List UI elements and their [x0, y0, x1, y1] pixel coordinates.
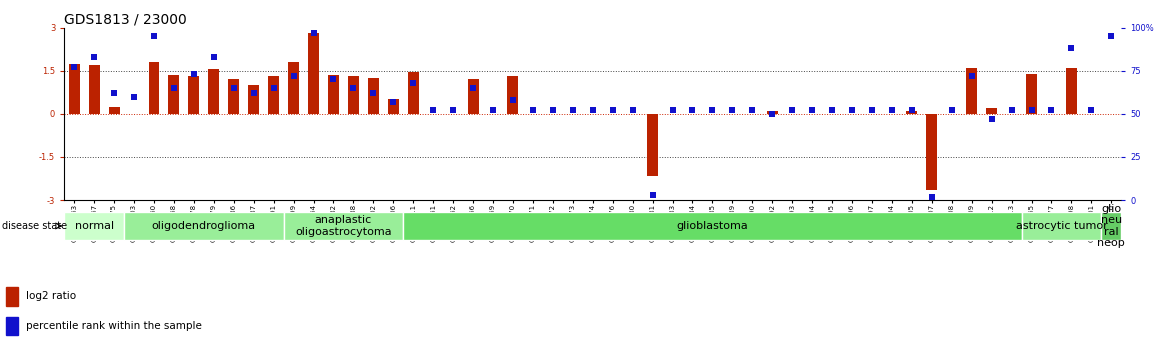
Text: glioblastoma: glioblastoma	[676, 221, 749, 231]
Point	[923, 194, 941, 199]
Bar	[388, 99, 398, 114]
Bar	[966, 68, 978, 114]
Bar	[288, 62, 299, 114]
Bar	[508, 77, 519, 114]
Point	[783, 108, 801, 113]
Point	[802, 108, 821, 113]
Point	[264, 85, 283, 91]
Point	[345, 85, 363, 91]
Point	[743, 108, 762, 113]
Point	[683, 108, 702, 113]
Bar	[647, 114, 658, 176]
Point	[1082, 108, 1100, 113]
Bar	[348, 77, 359, 114]
Point	[1101, 33, 1120, 39]
Point	[224, 85, 243, 91]
Point	[863, 108, 882, 113]
Text: anaplastic
oligoastrocytoma: anaplastic oligoastrocytoma	[296, 215, 391, 237]
Point	[424, 108, 443, 113]
Point	[563, 108, 582, 113]
Bar	[208, 69, 220, 114]
Bar	[109, 107, 119, 114]
Bar	[249, 85, 259, 114]
Bar	[6, 287, 18, 306]
Point	[1042, 108, 1061, 113]
Point	[1022, 108, 1041, 113]
Bar	[308, 33, 319, 114]
Bar	[926, 114, 937, 190]
Point	[1002, 108, 1021, 113]
Text: GDS1813 / 23000: GDS1813 / 23000	[64, 12, 187, 27]
Point	[464, 85, 482, 91]
Point	[723, 108, 742, 113]
Point	[165, 85, 183, 91]
Text: log2 ratio: log2 ratio	[26, 291, 76, 301]
Point	[903, 108, 922, 113]
Point	[185, 71, 203, 77]
Point	[523, 108, 542, 113]
Text: oligodendroglioma: oligodendroglioma	[152, 221, 256, 231]
Point	[85, 54, 104, 60]
Point	[822, 108, 841, 113]
Point	[1062, 46, 1080, 51]
Bar	[986, 108, 997, 114]
Point	[384, 99, 403, 105]
Point	[703, 108, 722, 113]
Point	[663, 108, 682, 113]
Point	[982, 116, 1001, 122]
Bar	[148, 62, 160, 114]
Point	[883, 108, 902, 113]
Text: glio
neu
ral
neop: glio neu ral neop	[1098, 204, 1125, 248]
Bar	[906, 111, 917, 114]
Point	[105, 90, 124, 96]
Point	[65, 65, 84, 70]
Point	[204, 54, 223, 60]
Bar	[408, 72, 419, 114]
FancyBboxPatch shape	[64, 212, 124, 240]
Text: astrocytic tumor: astrocytic tumor	[1015, 221, 1107, 231]
Point	[484, 108, 502, 113]
Point	[644, 192, 662, 198]
Point	[304, 30, 322, 36]
Point	[604, 108, 623, 113]
Point	[943, 108, 961, 113]
Point	[284, 73, 303, 79]
FancyBboxPatch shape	[1101, 212, 1121, 240]
Bar	[89, 65, 99, 114]
Point	[364, 90, 383, 96]
Point	[962, 73, 981, 79]
Point	[842, 108, 861, 113]
Point	[503, 97, 522, 103]
Text: disease state: disease state	[2, 221, 68, 231]
Point	[244, 90, 263, 96]
Bar	[228, 79, 239, 114]
Bar	[1066, 68, 1077, 114]
Point	[624, 108, 642, 113]
Bar	[188, 77, 200, 114]
Bar	[168, 75, 180, 114]
Text: percentile rank within the sample: percentile rank within the sample	[26, 321, 202, 331]
Bar	[6, 317, 18, 335]
Point	[444, 108, 463, 113]
Bar	[69, 63, 79, 114]
FancyBboxPatch shape	[124, 212, 284, 240]
Bar	[766, 111, 778, 114]
Bar	[368, 78, 378, 114]
FancyBboxPatch shape	[284, 212, 403, 240]
FancyBboxPatch shape	[403, 212, 1022, 240]
Bar	[328, 75, 339, 114]
Bar	[467, 79, 479, 114]
Point	[584, 108, 603, 113]
Bar	[269, 77, 279, 114]
Point	[543, 108, 562, 113]
Point	[125, 94, 144, 99]
FancyBboxPatch shape	[1022, 212, 1101, 240]
Point	[763, 111, 781, 117]
Bar	[1026, 73, 1037, 114]
Point	[325, 77, 343, 82]
Point	[145, 33, 164, 39]
Text: normal: normal	[75, 221, 113, 231]
Point	[404, 80, 423, 86]
